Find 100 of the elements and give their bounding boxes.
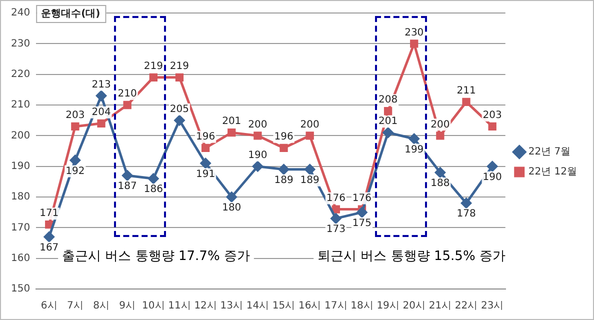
x-tick-label: 10시 xyxy=(142,300,165,312)
y-tick-label: 170 xyxy=(10,222,30,234)
point xyxy=(254,132,262,140)
data-label: 171 xyxy=(40,208,59,220)
point xyxy=(122,170,133,181)
point xyxy=(96,90,107,102)
point xyxy=(332,205,340,214)
data-label: 173 xyxy=(326,224,346,236)
y-tick-label: 160 xyxy=(10,252,30,264)
point xyxy=(252,161,263,172)
y-tick-label: 180 xyxy=(10,192,30,203)
data-label: 200 xyxy=(248,119,268,130)
y-tick-label: 220 xyxy=(10,68,30,80)
data-label: 201 xyxy=(222,116,242,128)
data-label: 167 xyxy=(40,242,59,254)
data-label: 176 xyxy=(326,192,346,204)
x-tick-label: 13시 xyxy=(220,300,243,312)
x-tick-label: 6시 xyxy=(40,300,58,312)
data-label: 199 xyxy=(404,144,424,156)
point xyxy=(175,73,184,82)
x-tick-label: 12시 xyxy=(194,300,217,312)
point xyxy=(306,132,314,140)
data-label: 213 xyxy=(92,79,111,90)
y-tick-label: 190 xyxy=(10,160,30,172)
data-label: 204 xyxy=(92,106,111,118)
data-label: 196 xyxy=(274,132,294,143)
data-label: 175 xyxy=(352,218,372,229)
point xyxy=(45,220,54,229)
x-tick-label: 19시 xyxy=(376,300,400,312)
data-label: 178 xyxy=(456,208,476,220)
data-label: 196 xyxy=(196,132,216,143)
point xyxy=(436,132,444,140)
point xyxy=(44,232,54,242)
point xyxy=(174,115,185,126)
point xyxy=(487,161,498,172)
point xyxy=(97,119,106,128)
point xyxy=(434,167,446,178)
annotation: 출근시 버스 통행량 17.7% 증가 xyxy=(62,249,250,264)
data-label: 191 xyxy=(196,168,216,180)
x-tick-label: 8시 xyxy=(93,300,110,312)
point xyxy=(461,198,472,208)
x-tick-label: 9시 xyxy=(119,300,136,312)
data-label: 176 xyxy=(352,192,372,204)
y-axis-title: 운행대수(대) xyxy=(41,8,100,20)
point xyxy=(304,164,316,175)
data-label: 208 xyxy=(378,94,398,106)
point xyxy=(382,127,394,138)
data-label: 190 xyxy=(482,172,502,183)
point xyxy=(330,213,342,224)
data-label: 190 xyxy=(248,150,268,161)
x-tick-label: 14시 xyxy=(246,300,270,312)
data-label: 186 xyxy=(144,184,163,196)
point xyxy=(228,128,236,137)
y-tick-label: 200 xyxy=(10,130,30,142)
x-tick-label: 11시 xyxy=(168,300,191,312)
data-label: 180 xyxy=(222,202,242,214)
data-label: 211 xyxy=(456,86,476,97)
point xyxy=(408,133,420,144)
data-label: 219 xyxy=(170,60,190,72)
x-tick-label: 15시 xyxy=(272,300,296,312)
x-tick-label: 18시 xyxy=(350,300,374,312)
data-label: 219 xyxy=(144,60,163,72)
data-label: 189 xyxy=(300,174,320,186)
legend-label: 22년 12월 xyxy=(528,166,578,178)
point xyxy=(70,154,80,166)
data-label: 200 xyxy=(430,119,450,130)
data-label: 187 xyxy=(118,181,137,192)
data-label: 189 xyxy=(274,174,294,186)
point xyxy=(410,40,418,48)
data-label: 230 xyxy=(404,27,424,38)
point xyxy=(226,192,237,202)
point xyxy=(462,98,470,106)
y-tick-label: 240 xyxy=(10,8,30,19)
point xyxy=(278,164,290,175)
point xyxy=(200,158,211,169)
x-tick-label: 16시 xyxy=(298,300,322,312)
point xyxy=(71,122,80,131)
data-label: 192 xyxy=(66,166,85,177)
annotation: 퇴근시 버스 통행량 15.5% 증가 xyxy=(318,249,506,264)
data-label: 203 xyxy=(66,110,85,122)
y-tick-label: 150 xyxy=(10,284,30,295)
point xyxy=(384,107,392,116)
y-tick-label: 230 xyxy=(10,38,30,50)
data-label: 200 xyxy=(300,119,320,130)
x-tick-label: 20시 xyxy=(402,300,426,312)
point xyxy=(201,144,210,152)
x-tick-label: 17시 xyxy=(324,300,348,312)
y-tick-label: 210 xyxy=(10,100,30,111)
point xyxy=(488,122,496,131)
legend-label: 22년 7월 xyxy=(528,146,571,158)
point xyxy=(280,144,288,152)
point xyxy=(148,173,159,184)
data-label: 201 xyxy=(378,116,398,128)
data-label: 210 xyxy=(118,88,137,100)
data-label: 188 xyxy=(430,178,450,190)
x-tick-label: 21시 xyxy=(428,300,452,312)
point xyxy=(123,100,132,110)
data-label: 205 xyxy=(170,104,190,115)
x-tick-label: 22시 xyxy=(454,300,478,312)
point xyxy=(149,73,158,82)
